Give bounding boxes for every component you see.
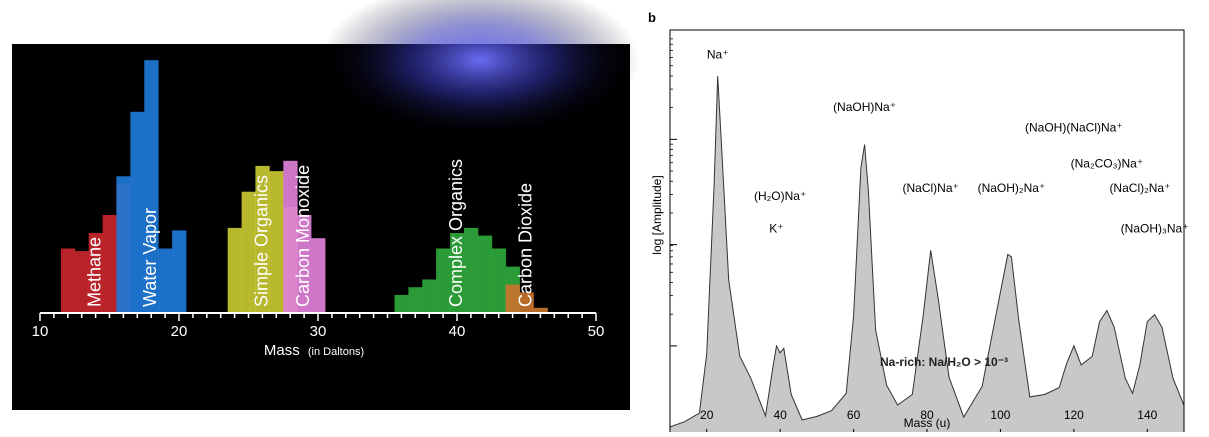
tick-label: 30: [310, 323, 327, 340]
bar-carbon-monoxide: [311, 238, 326, 313]
bar-carbon-dioxide: [519, 292, 534, 313]
x-tick-label: 60: [847, 408, 861, 422]
peak-label: K⁺: [769, 222, 783, 236]
tick-label: 20: [171, 323, 188, 340]
bar-complex-organics: [436, 248, 451, 313]
bar-methane: [60, 248, 76, 313]
x-tick-label: 120: [1064, 408, 1084, 422]
panel-b-area: [669, 76, 1185, 436]
bar-complex-organics: [477, 235, 493, 313]
bar-water-vapor: [116, 176, 131, 313]
bar-complex-organics: [464, 227, 479, 313]
panel-b-annotations: Na⁺ K⁺ (H₂O)Na⁺ (NaOH)Na⁺ (NaCl)Na⁺ (NaOH)₂Na…: [707, 47, 1189, 235]
panel-a: Methane Water Vapor Simple Organics Carbon …: [12, 0, 640, 410]
panel-a-bars: [60, 60, 548, 314]
bar-methane: [102, 215, 117, 313]
bar-water-vapor: [144, 60, 159, 314]
panel-b-x-tick-labels: 20 40 60 80 100 120 140: [700, 408, 1158, 422]
panel-b: b 20 40 60 80 100 120 140 log [Amplitude] Mass…: [648, 10, 1189, 436]
bar-complex-organics: [450, 233, 465, 313]
series-label-complex-organics: Complex Organics: [446, 159, 466, 307]
panel-b-x-label: Mass (u): [904, 416, 951, 430]
bar-simple-organics: [227, 227, 242, 313]
panel-a-tick-labels: 10 20 30 40 50: [32, 323, 605, 340]
panel-b-label: b: [648, 10, 656, 25]
peak-label: (NaOH)₃Na⁺: [1121, 222, 1189, 236]
bar-methane: [74, 251, 90, 313]
bar-carbon-monoxide: [297, 215, 312, 313]
peak-label: (Na₂CO₃)Na⁺: [1071, 157, 1144, 171]
bar-simple-organics: [255, 165, 270, 313]
bar-carbon-dioxide: [505, 284, 520, 313]
peak-label: (NaOH)₂Na⁺: [978, 181, 1046, 195]
peak-label: (NaOH)(NaCl)Na⁺: [1025, 120, 1123, 134]
bar-water-vapor: [158, 248, 173, 313]
series-label-simple-organics: Simple Organics: [251, 175, 271, 307]
bar-water-vapor: [172, 230, 187, 313]
bar-simple-organics: [241, 191, 256, 313]
peak-label: Na⁺: [707, 47, 729, 61]
peak-label: (NaCl)₂Na⁺: [1109, 181, 1170, 195]
x-tick-label: 20: [700, 408, 714, 422]
blue-glow: [320, 0, 640, 140]
bar-complex-organics: [394, 294, 409, 313]
bar-water-vapor: [130, 111, 145, 313]
series-label-water-vapor: Water Vapor: [140, 208, 160, 307]
peak-label: (NaOH)Na⁺: [833, 100, 896, 114]
panel-b-y-label: log [Amplitude]: [650, 175, 664, 254]
bar-carbon-monoxide: [283, 160, 298, 313]
bar-methane: [88, 233, 103, 313]
tick-label: 40: [449, 323, 466, 340]
series-label-methane: Methane: [85, 237, 105, 307]
panel-a-x-label: Mass (in Daltons): [264, 342, 364, 359]
peak-label: (H₂O)Na⁺: [754, 189, 806, 203]
x-tick-label: 80: [920, 408, 934, 422]
series-label-carbon-dioxide: Carbon Dioxide: [516, 183, 536, 307]
tick-label: 10: [32, 323, 49, 340]
series-label-carbon-monoxide: Carbon Monoxide: [293, 165, 313, 307]
tick-label: 50: [588, 323, 605, 340]
panel-a-ticks: [39, 313, 597, 321]
panel-b-inset-text: Na-rich: Na/H₂O > 10⁻³: [880, 355, 1008, 369]
x-tick-label: 40: [773, 408, 787, 422]
peak-label: (NaCl)Na⁺: [902, 181, 958, 195]
panel-b-y-ticks: [670, 38, 677, 347]
bar-complex-organics: [422, 279, 437, 313]
x-tick-label: 100: [990, 408, 1010, 422]
x-tick-label: 140: [1137, 408, 1157, 422]
bar-complex-organics: [491, 248, 507, 313]
bar-carbon-dioxide: [533, 307, 548, 313]
panel-a-series-labels: Methane Water Vapor Simple Organics Carbon …: [85, 159, 536, 307]
bar-simple-organics: [269, 171, 284, 313]
bar-complex-organics: [408, 287, 423, 313]
